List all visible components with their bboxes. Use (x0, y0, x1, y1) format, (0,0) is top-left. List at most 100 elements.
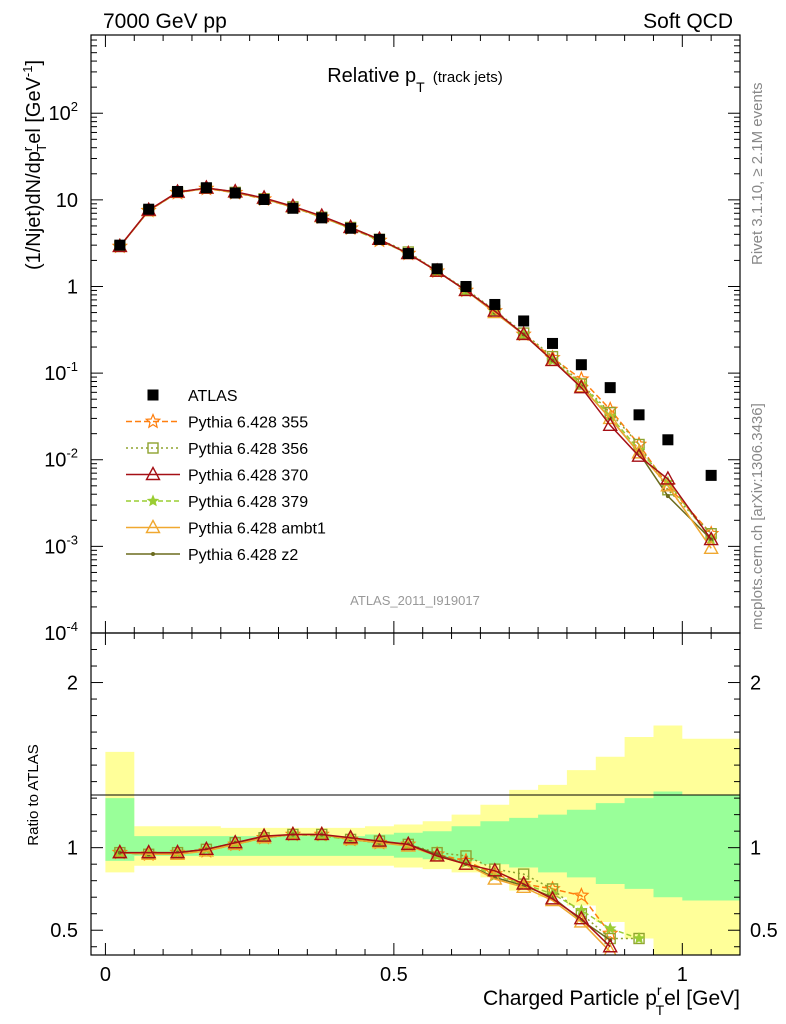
svg-text:(1/Njet)dN/dprTel [GeV-1]: (1/Njet)dN/dprTel [GeV-1] (20, 60, 49, 270)
y-tick-label: 10-2 (44, 446, 78, 472)
header-right: Soft QCD (643, 10, 733, 33)
data-point-data (604, 382, 616, 394)
y-tick-label: 10-4 (44, 619, 78, 645)
legend: ATLAS Pythia 6.428 355 Pythia 6.428 356 Pyt… (126, 388, 326, 564)
data-point-ambt1 (487, 304, 503, 319)
data-point-data (575, 359, 587, 371)
legend-label: Pythia 6.428 379 (188, 494, 308, 511)
ratio-series-clip (111, 825, 646, 955)
main-series-layer (111, 179, 720, 555)
ratio-y-tick-label-left: 0.5 (50, 920, 78, 942)
series-line-p370 (119, 187, 712, 540)
ratio-panel: 0.5 0.5 1 1 2 2 0 0.5 1 Ratio to ATLAS Charged P… (25, 632, 778, 1018)
header-left: 7000 GeV pp (103, 10, 227, 33)
legend-entry-data: ATLAS (147, 388, 238, 405)
ratio-point-p370 (371, 832, 388, 847)
ratio-uncertainty-bands (105, 725, 740, 955)
legend-entry-ambt1: Pythia 6.428 ambt1 (126, 519, 326, 538)
legend-marker (146, 494, 160, 507)
side-label-top: Rivet 3.1.10, ≥ 2.1M events (749, 83, 766, 266)
ratio-point-p370 (169, 844, 186, 859)
ratio-point-p379 (603, 922, 617, 934)
ratio-band-inner (105, 791, 740, 901)
ratio-y-tick-label-right: 1 (750, 838, 761, 860)
ratio-point-p370 (198, 840, 215, 856)
data-point-data (489, 298, 501, 310)
ratio-point-p370 (342, 829, 359, 844)
side-label-bottom: mcplots.cern.ch [arXiv:1306.3436] (749, 403, 766, 630)
ratio-point-p370 (487, 862, 503, 877)
data-point-p370 (602, 416, 618, 431)
main-title: Relative pT(track jets) (327, 65, 503, 95)
data-point-p370 (703, 531, 719, 546)
data-point-data (229, 187, 241, 199)
legend-label: Pythia 6.428 z2 (188, 547, 298, 564)
legend-label: ATLAS (188, 388, 238, 405)
ratio-point-p370 (602, 938, 618, 953)
x-tick-label: 0 (100, 964, 111, 986)
x-axis-label: Charged Particle pr Tel [GeV] (483, 982, 740, 1018)
legend-entry-z2: Pythia 6.428 z2 (126, 547, 298, 564)
x-tick-label: 1 (677, 964, 688, 986)
y-tick-label: 10-1 (44, 359, 78, 385)
ratio-point-ambt1 (544, 892, 561, 907)
main-panel: 10-4 10-3 10-2 10-1 1 10 102 Relative pT(track… (20, 34, 741, 645)
ratio-point-p370 (429, 847, 445, 862)
ratio-y-tick-label-left: 2 (67, 673, 78, 695)
main-frame (90, 34, 741, 634)
legend-marker (151, 552, 155, 556)
y-tick-label: 10-3 (44, 532, 78, 558)
data-point-data (547, 337, 559, 349)
data-point-ambt1 (602, 409, 618, 425)
data-point-data (518, 315, 530, 327)
y-tick-label: 10 (56, 190, 78, 212)
data-point-ambt1 (660, 477, 676, 492)
data-point-data (258, 193, 270, 205)
data-point-data (460, 280, 472, 292)
ratio-point-p370 (227, 834, 243, 849)
data-point-data (172, 185, 184, 197)
y-tick-label: 102 (49, 99, 78, 125)
data-point-ambt1 (703, 539, 719, 555)
data-point-data (705, 469, 717, 481)
ratio-point-p370 (112, 844, 128, 859)
legend-marker (147, 442, 159, 454)
ratio-point-p370 (515, 875, 532, 890)
data-point-data (431, 263, 443, 275)
ratio-point-p370 (256, 827, 272, 842)
data-point-p370 (660, 470, 676, 485)
ratio-point-p370 (400, 835, 416, 851)
data-point-data (633, 409, 645, 421)
legend-entry-p356: Pythia 6.428 356 (126, 441, 308, 458)
ratio-point-p370 (141, 844, 157, 859)
ratio-frame (90, 632, 741, 956)
ratio-point-p355 (573, 887, 590, 903)
data-point-data (316, 212, 328, 224)
data-point-p370 (544, 351, 561, 367)
legend-marker (144, 412, 162, 429)
legend-label: Pythia 6.428 370 (188, 468, 308, 485)
data-point-p370 (515, 325, 532, 341)
series-line-z2 (119, 187, 712, 541)
ratio-axes-ticks: 0.5 0.5 1 1 2 2 0 0.5 1 (50, 633, 778, 986)
ratio-y-tick-label-right: 0.5 (750, 920, 778, 942)
data-point-data (373, 233, 385, 245)
data-point-p370 (631, 447, 647, 462)
data-point-data (287, 202, 299, 214)
legend-label: Pythia 6.428 355 (188, 415, 308, 432)
legend-label: Pythia 6.428 ambt1 (188, 521, 326, 538)
ratio-y-axis-label: Ratio to ATLAS (25, 744, 42, 845)
ratio-series-layer (111, 825, 646, 955)
data-point-z2 (665, 494, 670, 499)
legend-marker (145, 466, 161, 481)
legend-entry-p370: Pythia 6.428 370 (126, 466, 308, 485)
ratio-point-p370 (458, 855, 474, 870)
x-tick-label: 0.5 (380, 964, 408, 986)
ratio-point-p370 (544, 890, 561, 905)
data-point-data (143, 203, 155, 215)
ratio-point-p355 (601, 924, 619, 941)
ratio-y-tick-label-right: 2 (750, 673, 761, 695)
main-y-axis-label: (1/Njet)dN/dprTel [GeV-1] (20, 60, 49, 270)
series-line-p379 (119, 187, 712, 540)
ratio-point-ambt1 (487, 870, 503, 885)
